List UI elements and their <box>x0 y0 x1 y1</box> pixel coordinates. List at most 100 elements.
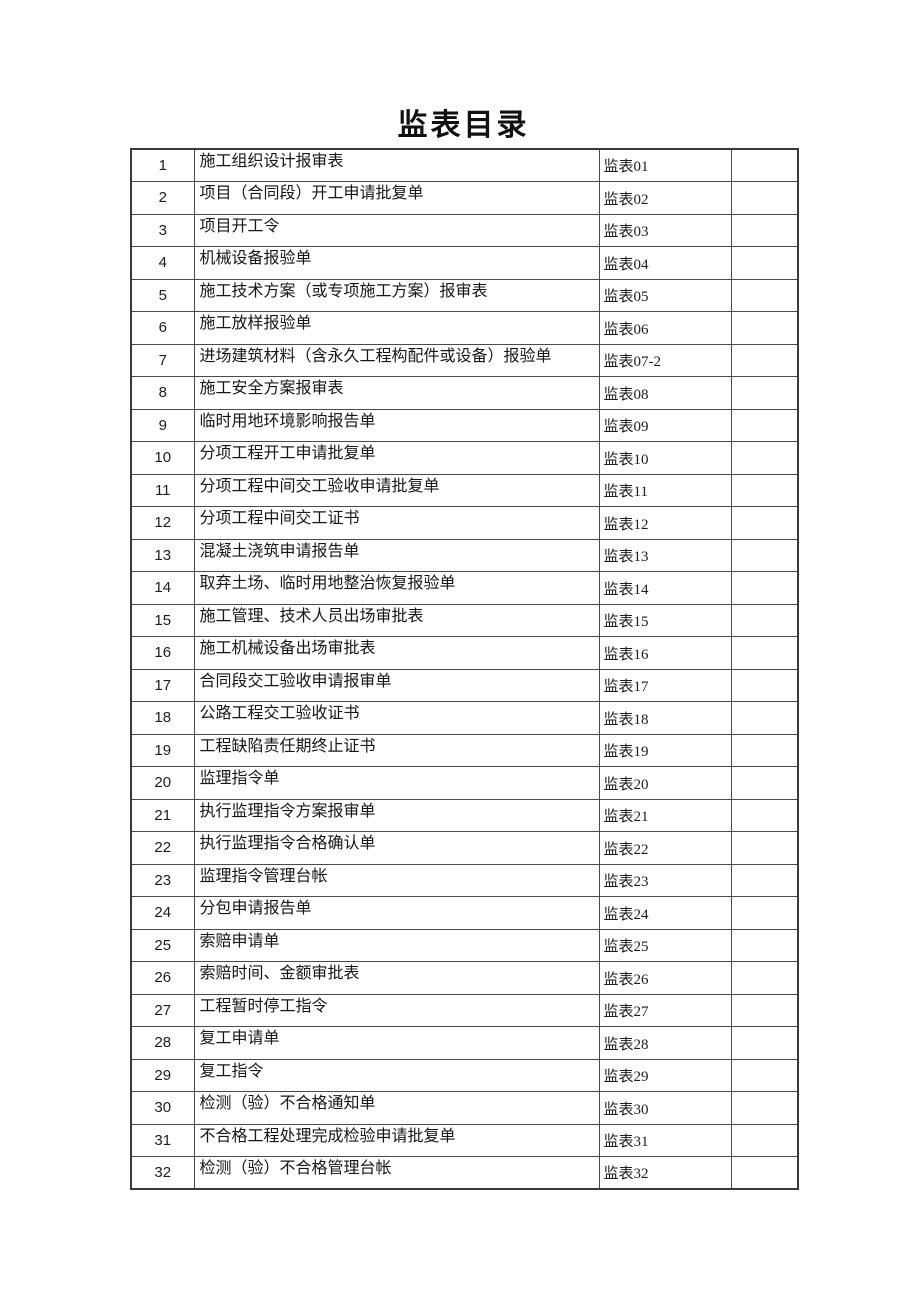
form-name: 公路工程交工验收证书 <box>193 701 600 735</box>
row-number: 24 <box>130 896 195 930</box>
table-row: 17 合同段交工验收申请报审单 监表17 <box>130 668 799 702</box>
row-number: 26 <box>130 961 195 995</box>
remarks-cell <box>730 408 799 442</box>
form-code: 监表25 <box>598 928 732 962</box>
table-row: 11 分项工程中间交工验收申请批复单 监表11 <box>130 473 799 507</box>
form-code: 监表17 <box>598 668 732 702</box>
table-row: 32 检测（验）不合格管理台帐 监表32 <box>130 1156 799 1190</box>
form-name: 复工指令 <box>193 1058 600 1092</box>
form-name: 索赔时间、金额审批表 <box>193 961 600 995</box>
row-number: 28 <box>130 1026 195 1060</box>
table-row: 23 监理指令管理台帐 监表23 <box>130 863 799 897</box>
form-name: 监理指令单 <box>193 766 600 800</box>
remarks-cell <box>730 538 799 572</box>
catalog-table-body: 1 施工组织设计报审表 监表01 2 项目（合同段）开工申请批复单 监表02 3… <box>130 148 799 1190</box>
page-title: 监表目录 <box>397 109 530 142</box>
form-code: 监表09 <box>598 408 732 442</box>
form-code: 监表29 <box>598 1058 732 1092</box>
remarks-cell <box>730 311 799 345</box>
form-name: 临时用地环境影响报告单 <box>193 408 600 442</box>
table-row: 4 机械设备报验单 监表04 <box>130 246 799 280</box>
form-code: 监表08 <box>598 376 732 410</box>
row-number: 27 <box>130 993 195 1027</box>
table-row: 2 项目（合同段）开工申请批复单 监表02 <box>130 181 799 215</box>
form-name: 分包申请报告单 <box>193 896 600 930</box>
row-number: 31 <box>130 1123 195 1157</box>
table-row: 16 施工机械设备出场审批表 监表16 <box>130 636 799 670</box>
form-name: 监理指令管理台帐 <box>193 863 600 897</box>
form-code: 监表04 <box>598 246 732 280</box>
row-number: 25 <box>130 928 195 962</box>
remarks-cell <box>730 1026 799 1060</box>
remarks-cell <box>730 343 799 377</box>
table-row: 27 工程暂时停工指令 监表27 <box>130 993 799 1027</box>
row-number: 16 <box>130 636 195 670</box>
remarks-cell <box>730 896 799 930</box>
form-name: 复工申请单 <box>193 1026 600 1060</box>
form-code: 监表20 <box>598 766 732 800</box>
table-row: 13 混凝土浇筑申请报告单 监表13 <box>130 538 799 572</box>
table-row: 30 检测（验）不合格通知单 监表30 <box>130 1091 799 1125</box>
row-number: 3 <box>130 213 195 247</box>
remarks-cell <box>730 701 799 735</box>
form-code: 监表32 <box>598 1156 732 1190</box>
form-code: 监表03 <box>598 213 732 247</box>
form-code: 监表12 <box>598 506 732 540</box>
table-row: 12 分项工程中间交工证书 监表12 <box>130 506 799 540</box>
row-number: 6 <box>130 311 195 345</box>
remarks-cell <box>730 993 799 1027</box>
remarks-cell <box>730 733 799 767</box>
row-number: 12 <box>130 506 195 540</box>
form-name: 检测（验）不合格通知单 <box>193 1091 600 1125</box>
table-row: 28 复工申请单 监表28 <box>130 1026 799 1060</box>
row-number: 14 <box>130 571 195 605</box>
form-code: 监表19 <box>598 733 732 767</box>
remarks-cell <box>730 798 799 832</box>
row-number: 9 <box>130 408 195 442</box>
row-number: 21 <box>130 798 195 832</box>
table-row: 19 工程缺陷责任期终止证书 监表19 <box>130 733 799 767</box>
table-row: 15 施工管理、技术人员出场审批表 监表15 <box>130 603 799 637</box>
row-number: 15 <box>130 603 195 637</box>
form-name: 施工安全方案报审表 <box>193 376 600 410</box>
form-name: 施工放样报验单 <box>193 311 600 345</box>
remarks-cell <box>730 1058 799 1092</box>
remarks-cell <box>730 181 799 215</box>
remarks-cell <box>730 506 799 540</box>
table-row: 20 监理指令单 监表20 <box>130 766 799 800</box>
remarks-cell <box>730 1156 799 1190</box>
table-row: 26 索赔时间、金额审批表 监表26 <box>130 961 799 995</box>
form-code: 监表14 <box>598 571 732 605</box>
form-name: 工程暂时停工指令 <box>193 993 600 1027</box>
remarks-cell <box>730 213 799 247</box>
form-name: 取弃土场、临时用地整治恢复报验单 <box>193 571 600 605</box>
form-code: 监表13 <box>598 538 732 572</box>
table-row: 10 分项工程开工申请批复单 监表10 <box>130 441 799 475</box>
remarks-cell <box>730 863 799 897</box>
form-name: 不合格工程处理完成检验申请批复单 <box>193 1123 600 1157</box>
form-name: 分项工程中间交工证书 <box>193 506 600 540</box>
remarks-cell <box>730 278 799 312</box>
form-code: 监表01 <box>598 148 732 182</box>
row-number: 10 <box>130 441 195 475</box>
table-row: 3 项目开工令 监表03 <box>130 213 799 247</box>
table-row: 24 分包申请报告单 监表24 <box>130 896 799 930</box>
row-number: 13 <box>130 538 195 572</box>
row-number: 19 <box>130 733 195 767</box>
remarks-cell <box>730 831 799 865</box>
remarks-cell <box>730 928 799 962</box>
row-number: 17 <box>130 668 195 702</box>
form-name: 项目（合同段）开工申请批复单 <box>193 181 600 215</box>
remarks-cell <box>730 668 799 702</box>
form-code: 监表11 <box>598 473 732 507</box>
remarks-cell <box>730 571 799 605</box>
form-name: 分项工程中间交工验收申请批复单 <box>193 473 600 507</box>
row-number: 4 <box>130 246 195 280</box>
form-name: 混凝土浇筑申请报告单 <box>193 538 600 572</box>
table-row: 5 施工技术方案（或专项施工方案）报审表 监表05 <box>130 278 799 312</box>
remarks-cell <box>730 1123 799 1157</box>
form-name: 进场建筑材料（含永久工程构配件或设备）报验单 <box>193 343 600 377</box>
remarks-cell <box>730 441 799 475</box>
remarks-cell <box>730 603 799 637</box>
form-name: 合同段交工验收申请报审单 <box>193 668 600 702</box>
